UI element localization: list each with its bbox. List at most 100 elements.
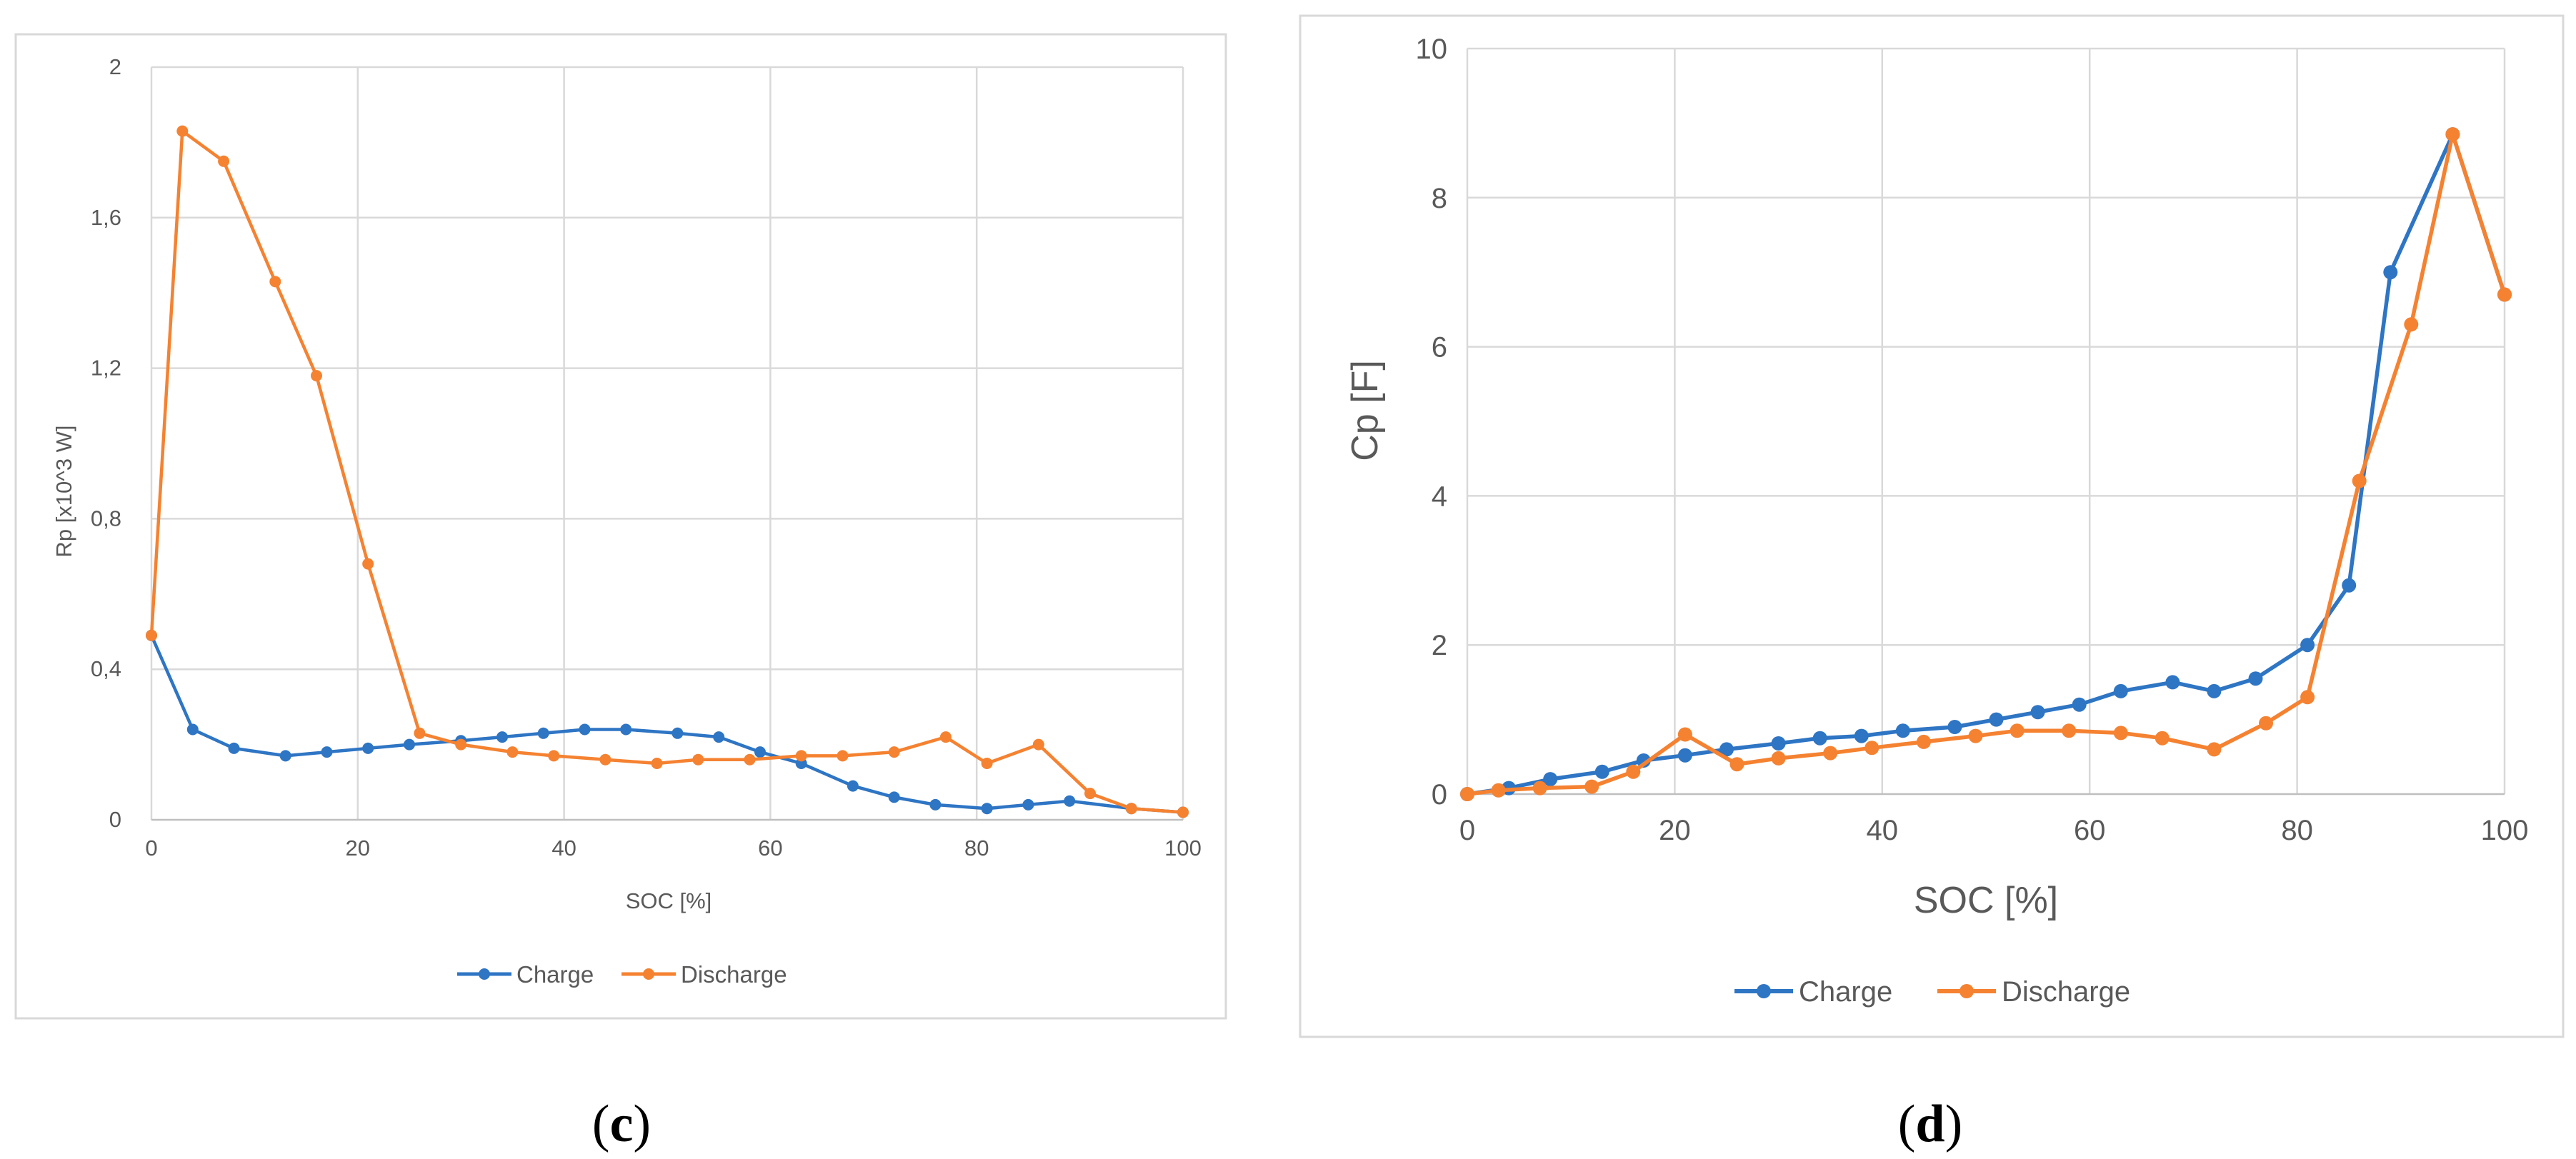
- chart-d-charge-line: [1467, 132, 2507, 796]
- chart-c-x-tick: 0: [145, 836, 157, 861]
- chart-d-discharge-point: [1677, 727, 1692, 742]
- chart-c-discharge-point: [414, 727, 426, 739]
- chart-d-charge-point: [1677, 748, 1692, 763]
- chart-c-x-tick: 80: [964, 836, 989, 861]
- chart-d-x-tick: 80: [2281, 815, 2313, 846]
- chart-d-x-tick: 20: [1659, 815, 1691, 846]
- panel-caption-d: (d): [1898, 1095, 1962, 1153]
- chart-c-legend: Charge Discharge: [457, 961, 787, 988]
- panel-caption-d-close: ): [1945, 1095, 1963, 1153]
- chart-d-charge-point: [2207, 683, 2222, 698]
- chart-c-x-tick: 60: [758, 836, 782, 861]
- chart-c-discharge-point: [176, 125, 189, 137]
- chart-d-charge-point: [2300, 638, 2315, 653]
- chart-d-discharge-point: [2155, 731, 2170, 746]
- chart-c-y-tick: 0: [109, 807, 121, 832]
- chart-c-discharge-point: [1084, 788, 1096, 800]
- chart-c-discharge-point: [548, 750, 560, 762]
- chart-c-charge-point: [228, 742, 240, 754]
- chart-d-discharge-point: [2207, 742, 2222, 757]
- chart-c-discharge-point: [939, 731, 952, 743]
- chart-d-y-tick: 0: [1432, 779, 1447, 811]
- chart-d-discharge-point: [2352, 473, 2367, 488]
- chart-d-discharge-point: [2259, 716, 2273, 731]
- chart-d-charge-point: [2342, 578, 2357, 593]
- chart-c-charge-point: [321, 746, 333, 758]
- chart-d-charge-point: [1719, 742, 1734, 757]
- chart-c-discharge-point: [651, 758, 663, 769]
- chart-d-discharge-point: [1460, 787, 1474, 801]
- chart-d-discharge-point: [1729, 757, 1744, 772]
- panel-caption-c-open: (: [592, 1095, 610, 1153]
- chart-d-y-tick: 6: [1432, 332, 1447, 363]
- chart-d-charge-point: [2113, 683, 2128, 698]
- chart-d-charge-point: [2030, 705, 2045, 720]
- panel-caption-d-letter: d: [1915, 1095, 1945, 1153]
- chart-c-y-tick: 1,2: [91, 356, 121, 381]
- chart-c-legend-charge-label: Charge: [516, 961, 594, 988]
- chart-c-gridlines: [150, 66, 1184, 821]
- chart-d-x-tick: 100: [2481, 815, 2529, 846]
- chart-d-discharge-point: [1916, 734, 1931, 749]
- chart-c-discharge-point: [744, 753, 756, 766]
- chart-c-charge-point: [754, 746, 766, 758]
- chart-c-y-axis-label: Rp [x10^3 W]: [51, 425, 76, 557]
- chart-c-y-tick: 1,6: [91, 205, 121, 230]
- chart-d-charge-point: [2383, 265, 2398, 280]
- chart-d-charge-point: [1854, 728, 1869, 743]
- chart-c-charge-point: [537, 727, 549, 739]
- chart-d-charge-point: [1947, 720, 1962, 734]
- chart-c-charge-point: [1022, 798, 1034, 811]
- chart-d-discharge-point: [1491, 783, 1506, 798]
- chart-d-charge-point: [2248, 671, 2263, 686]
- chart-c-y-tick: 0,4: [91, 656, 121, 681]
- chart-c-charge-point: [186, 723, 199, 736]
- chart-d-charge-point: [1594, 764, 1609, 779]
- chart-c-discharge-point: [599, 753, 611, 766]
- chart-d-x-tick: 0: [1459, 815, 1475, 846]
- chart-d-discharge-point: [1823, 746, 1838, 761]
- chart-c-charge-point: [620, 723, 632, 736]
- chart-c-frame: [14, 33, 1227, 1020]
- chart-c-discharge-point: [1032, 738, 1044, 751]
- chart-c-discharge-point: [506, 746, 519, 758]
- chart-c-discharge-point: [795, 750, 807, 762]
- chart-c-charge-point: [496, 731, 508, 743]
- chart-c-charge-point: [929, 798, 942, 811]
- chart-d-discharge-point: [2497, 287, 2512, 302]
- chart-c-legend-charge-marker: [479, 968, 490, 980]
- chart-c-legend-discharge-marker: [643, 968, 654, 980]
- chart-d-y-tick: 10: [1416, 34, 1448, 65]
- chart-d: 0 20 40 60 80 100 0 2 4 6 8 10 SOC [%] Cp [F] Char…: [1299, 14, 2565, 1038]
- chart-d-discharge-point: [1584, 779, 1599, 794]
- chart-d-discharge-point: [2113, 726, 2128, 741]
- chart-d-charge-point: [1989, 712, 2004, 727]
- chart-c-discharge-point: [692, 753, 704, 766]
- chart-d-charge-point: [2072, 697, 2087, 712]
- chart-d-legend: Charge Discharge: [1734, 976, 2130, 1008]
- chart-c-x-tick: 20: [346, 836, 370, 861]
- chart-d-x-axis-label: SOC [%]: [1914, 880, 2058, 921]
- chart-d-discharge-point: [2300, 690, 2315, 705]
- chart-d-discharge-point: [2062, 723, 2077, 738]
- chart-c-charge-line: [149, 634, 1184, 814]
- chart-d-y-tick: 2: [1432, 630, 1447, 661]
- chart-c-charge-point: [362, 742, 374, 754]
- chart-d-discharge-point: [2404, 317, 2419, 332]
- chart-c-charge-point: [888, 791, 900, 803]
- chart-c-discharge-point: [837, 750, 849, 762]
- chart-c-charge-point: [1064, 795, 1076, 807]
- chart-c-x-axis-label: SOC [%]: [626, 888, 712, 913]
- svg-text:(d): (d): [1898, 1095, 1962, 1153]
- panel-caption-c-letter: c: [610, 1095, 634, 1153]
- chart-c-discharge-point: [146, 629, 157, 641]
- chart-d-charge-point: [2165, 675, 2180, 690]
- chart-c: 0 20 40 60 80 100 0 0,4 0,8 1,2 1,6 2 SOC [%] Rp […: [14, 33, 1227, 1020]
- chart-d-x-tick-labels: 0 20 40 60 80 100: [1459, 815, 2529, 846]
- chart-c-discharge-point: [362, 558, 374, 570]
- chart-d-x-tick: 40: [1867, 815, 1899, 846]
- chart-c-y-tick: 0,8: [91, 506, 121, 531]
- chart-d-charge-point: [1771, 736, 1786, 751]
- chart-d-legend-charge-marker: [1757, 984, 1771, 998]
